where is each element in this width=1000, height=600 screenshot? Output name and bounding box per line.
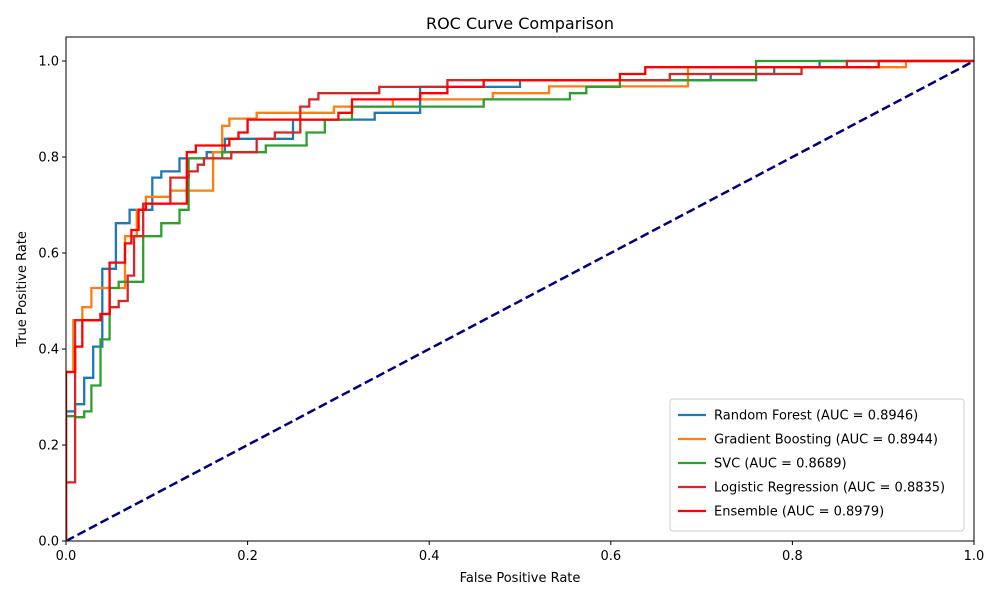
x-tick-label: 0.2 xyxy=(237,549,258,564)
legend-box xyxy=(669,398,965,532)
y-tick-label: 0.8 xyxy=(38,151,59,166)
legend-label: Ensemble (AUC = 0.8979) xyxy=(714,505,884,520)
y-axis-label: True Positive Rate xyxy=(15,231,30,348)
x-tick-label: 0.4 xyxy=(419,549,440,564)
legend-label: Gradient Boosting (AUC = 0.8944) xyxy=(714,433,938,448)
axes-frame xyxy=(65,36,975,542)
series-line-ensemble xyxy=(66,59,974,541)
axes: 0.0 0.2 0.4 0.6 0.8 1.0 0.0 0.2 0.4 0.6 0.8 1.0 xyxy=(38,36,985,564)
chance-diagonal-line xyxy=(66,59,974,541)
y-tick-label: 1.0 xyxy=(38,55,59,70)
plot-area xyxy=(66,59,974,541)
y-tick-label: 0.4 xyxy=(38,343,59,358)
legend-label: SVC (AUC = 0.8689) xyxy=(714,457,847,472)
legend-label: Random Forest (AUC = 0.8946) xyxy=(714,409,918,424)
legend-label: Logistic Regression (AUC = 0.8835) xyxy=(714,481,945,496)
chart-title: ROC Curve Comparison xyxy=(426,14,614,33)
x-tick-label: 0.8 xyxy=(782,549,803,564)
y-tick-label: 0.2 xyxy=(38,439,59,454)
series-line-logistic-regression xyxy=(66,59,974,541)
legend: Random Forest (AUC = 0.8946) Gradient Boo… xyxy=(669,398,965,532)
y-tick-label: 0.0 xyxy=(38,535,59,550)
y-tick-label: 0.6 xyxy=(38,247,59,262)
x-tick-label: 1.0 xyxy=(964,549,985,564)
x-axis-label: False Positive Rate xyxy=(460,571,581,586)
x-tick-label: 0.6 xyxy=(600,549,621,564)
x-tick-label: 0.0 xyxy=(56,549,77,564)
